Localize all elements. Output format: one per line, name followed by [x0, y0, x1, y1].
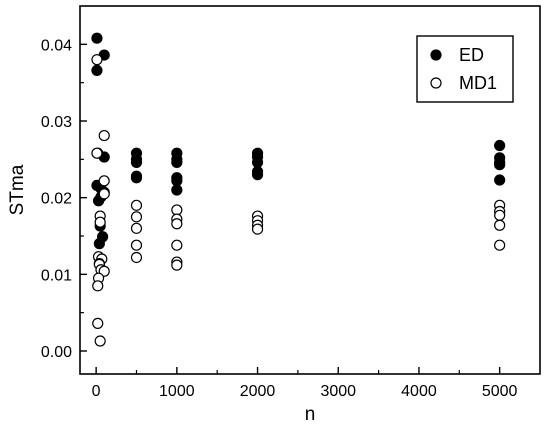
md1-point [171, 218, 183, 230]
md1-point [91, 54, 103, 66]
md1-point [494, 239, 506, 251]
ed-point [251, 156, 264, 168]
data-points [91, 32, 506, 347]
ed-point [494, 159, 506, 171]
legend-label-ed: ED [459, 45, 484, 65]
md1-point [171, 239, 183, 251]
y-tick-labels: 0.00 0.01 0.02 0.03 0.04 [41, 37, 72, 361]
ed-point [93, 238, 105, 250]
md1-point [98, 129, 110, 142]
md1-point [171, 204, 183, 216]
y-tick-label: 0.03 [41, 114, 72, 131]
md1-point [171, 259, 183, 271]
md1-point [92, 317, 104, 329]
x-tick-label: 5000 [482, 383, 518, 400]
legend-marker-md1 [430, 77, 442, 89]
md1-point [92, 280, 104, 292]
legend: ED MD1 [416, 35, 514, 103]
y-tick-label: 0.01 [41, 267, 72, 284]
md1-point [494, 209, 506, 221]
ed-point [91, 64, 103, 77]
x-tick-label: 1000 [159, 383, 195, 400]
ed-point [494, 139, 506, 152]
md1-point [130, 222, 143, 234]
legend-marker-ed [430, 49, 442, 61]
legend-box [416, 35, 514, 103]
ed-point [251, 169, 264, 181]
x-tick-label: 2000 [240, 383, 276, 400]
x-tick-label: 3000 [320, 383, 356, 400]
plot-frame [79, 5, 541, 375]
ed-point [91, 32, 103, 44]
y-tick-label: 0.00 [41, 344, 72, 361]
md1-point [98, 188, 110, 200]
x-tick-labels: 0 1000 2000 3000 4000 5000 [92, 383, 518, 400]
ed-point [130, 156, 143, 168]
md1-point [130, 251, 143, 264]
ed-point [130, 172, 143, 184]
ed-point [494, 174, 506, 186]
y-axis-title: STma [7, 164, 28, 215]
md1-point [98, 175, 110, 187]
x-axis-title: n [305, 404, 316, 425]
ed-point [171, 184, 183, 196]
md1-point [91, 147, 103, 159]
ed-point [171, 175, 183, 187]
md1-point [94, 335, 106, 347]
ed-point [171, 156, 183, 168]
md1-point [130, 239, 143, 251]
axis-ticks [80, 43, 501, 374]
md1-point [494, 219, 506, 231]
y-tick-label: 0.04 [41, 37, 72, 54]
md1-point [94, 216, 106, 228]
md1-point [130, 211, 143, 223]
x-tick-label: 0 [92, 383, 101, 400]
md1-point [251, 223, 264, 235]
x-tick-label: 4000 [401, 383, 437, 400]
md1-point [130, 199, 143, 211]
legend-label-md1: MD1 [459, 73, 497, 93]
y-tick-label: 0.02 [41, 191, 72, 208]
